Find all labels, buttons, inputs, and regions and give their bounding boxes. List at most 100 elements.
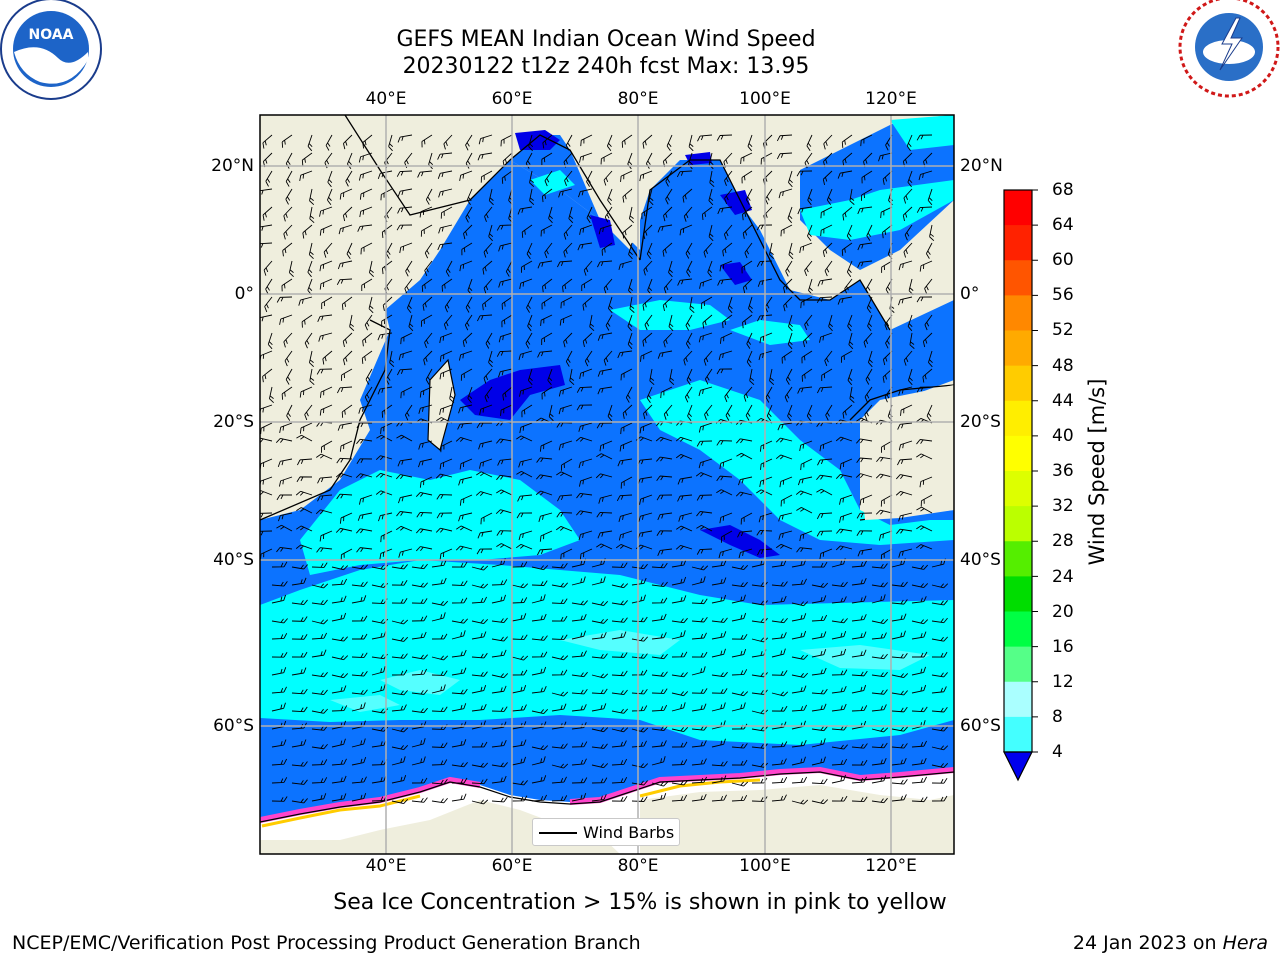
wind-barb <box>395 474 413 480</box>
wind-barb-stroke <box>841 134 853 148</box>
wind-barb <box>811 738 826 748</box>
wind-barb <box>531 686 547 694</box>
wind-barb-stroke <box>511 634 528 641</box>
wind-barb <box>400 332 413 345</box>
wind-barb-stroke <box>539 530 553 542</box>
wind-barb <box>565 134 573 151</box>
wind-barb-stroke <box>271 796 288 802</box>
wind-barb <box>526 296 533 313</box>
wind-barb-stroke <box>260 530 273 537</box>
wind-barb <box>580 134 593 147</box>
wind-barb <box>851 759 868 766</box>
wind-barb-stroke <box>542 278 553 293</box>
wind-barb <box>799 440 813 451</box>
wind-barb-stroke <box>603 350 613 366</box>
wind-barb <box>579 548 593 560</box>
wind-barb <box>735 438 753 444</box>
wind-barb <box>359 188 373 200</box>
wind-barb <box>443 134 453 150</box>
wind-barb <box>821 368 833 382</box>
wind-barb-stroke <box>497 458 513 466</box>
wind-barb-stroke <box>891 706 908 713</box>
wind-barb <box>455 437 473 442</box>
wind-barb-stroke <box>281 278 293 292</box>
wind-barb-stroke <box>735 438 753 444</box>
wind-barb-stroke <box>743 386 753 402</box>
wind-barb-stroke <box>311 708 329 714</box>
wind-barb <box>531 651 548 658</box>
wind-barb-stroke <box>791 799 809 805</box>
colorbar-bin <box>1004 541 1032 577</box>
wind-barb <box>795 490 813 496</box>
wind-barb-stroke <box>271 561 288 568</box>
wind-barb-stroke <box>271 739 287 748</box>
wind-barb <box>778 512 793 522</box>
wind-barb-stroke <box>431 655 449 661</box>
wind-barb <box>560 548 573 561</box>
wind-barb <box>435 527 453 533</box>
wind-barb <box>788 242 794 260</box>
wind-barb <box>811 688 828 695</box>
wind-barb-stroke <box>283 332 293 348</box>
wind-barb <box>531 709 549 715</box>
wind-barb-stroke <box>391 653 408 659</box>
wind-barb-stroke <box>897 458 913 466</box>
wind-barb-stroke <box>671 617 688 624</box>
wind-barb <box>909 332 915 349</box>
wind-barb <box>831 648 847 658</box>
wind-barb <box>724 170 733 186</box>
wind-barb-stroke <box>544 242 553 259</box>
wind-barb <box>260 422 273 435</box>
wind-barb <box>685 242 693 259</box>
wind-barb <box>916 386 933 393</box>
sea-ice-concentration <box>260 776 481 823</box>
wind-barb <box>295 544 313 550</box>
wind-barb <box>591 763 609 769</box>
colorbar-tick: 8 <box>1052 707 1063 727</box>
wind-barb-stroke <box>611 670 628 677</box>
wind-barb <box>597 332 613 341</box>
wind-barb <box>849 188 855 205</box>
wind-barb-stroke <box>835 436 853 442</box>
wind-barb-stroke <box>656 456 673 462</box>
wind-barb <box>436 494 453 500</box>
wind-barb <box>291 688 308 695</box>
wind-barb <box>925 242 933 259</box>
lat-lon-gridlines <box>260 115 954 854</box>
wind-barb-stroke <box>531 635 548 641</box>
wind-barb-stroke <box>331 565 349 571</box>
colorbar-tick: 32 <box>1052 496 1074 516</box>
wind-barb-stroke <box>731 759 748 766</box>
wind-barb-stroke <box>744 242 753 259</box>
wind-barb <box>804 314 813 331</box>
wind-barb <box>695 472 713 478</box>
wind-barb-stroke <box>351 633 368 640</box>
wind-barb <box>895 474 913 480</box>
wind-barb <box>276 524 293 532</box>
wind-barb <box>535 474 553 480</box>
wind-barb-stroke <box>398 494 413 504</box>
wind-barb-stroke <box>301 152 313 166</box>
wind-barb <box>618 530 633 541</box>
colorbar-bin <box>1004 681 1032 718</box>
wind-barb <box>431 559 447 568</box>
wind-barb-stroke <box>931 686 947 694</box>
wind-barb-stroke <box>676 525 693 532</box>
wind-barb-stroke <box>391 690 408 696</box>
lon-label-top: 120°E <box>865 89 917 109</box>
wind-barb-stroke <box>711 617 728 623</box>
wind-barb-stroke <box>717 278 733 286</box>
wind-barb <box>771 648 786 658</box>
wind-barb-stroke <box>291 761 308 767</box>
wind-barb-stroke <box>298 296 313 306</box>
wind-barb <box>671 794 688 802</box>
wind-barb-stroke <box>551 669 568 676</box>
wind-barb-stroke <box>359 206 373 218</box>
wind-barb <box>399 242 413 254</box>
wind-barb-stroke <box>911 631 927 640</box>
wind-barb <box>837 296 853 305</box>
wind-barb-stroke <box>711 775 727 784</box>
wind-barb-stroke <box>819 332 833 343</box>
wind-barb <box>288 260 294 278</box>
wind-barb-stroke <box>764 188 773 205</box>
